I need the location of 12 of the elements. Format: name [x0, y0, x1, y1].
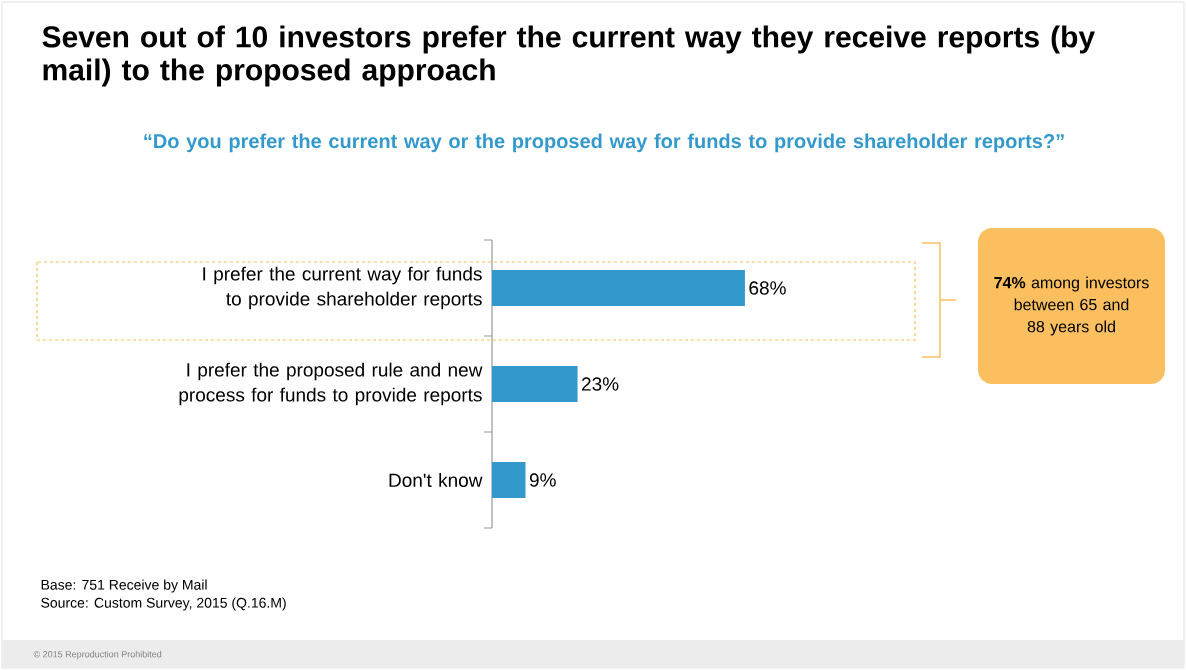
text: Base: 751 Receive by Mail	[41, 579, 207, 593]
y-tick-label: I prefer the proposed rule and new process for funds to provide reports	[179, 362, 483, 406]
source-note: Source: Custom Survey, 2015 (Q.16.M)	[41, 597, 286, 611]
y-tick-label: I prefer the current way for funds to provide shareholder reports	[203, 266, 482, 310]
data-label: 9%	[529, 473, 556, 487]
chart-subtitle: “Do you prefer the current way or the proposed way for funds to provide shareholder reports?”	[144, 133, 1064, 153]
chart-title: Seven out of 10 investors prefer the current way they receive reports (by mail) to the proposed approach	[42, 25, 1095, 87]
y-tick-label: Don't know	[389, 473, 483, 487]
text: © 2015 Reproduction Prohibited	[33, 650, 162, 660]
data-label: 68%	[749, 281, 786, 295]
text: 74% among investors between 65 and 88 years old	[994, 276, 1149, 336]
data-label: 23%	[582, 377, 619, 391]
